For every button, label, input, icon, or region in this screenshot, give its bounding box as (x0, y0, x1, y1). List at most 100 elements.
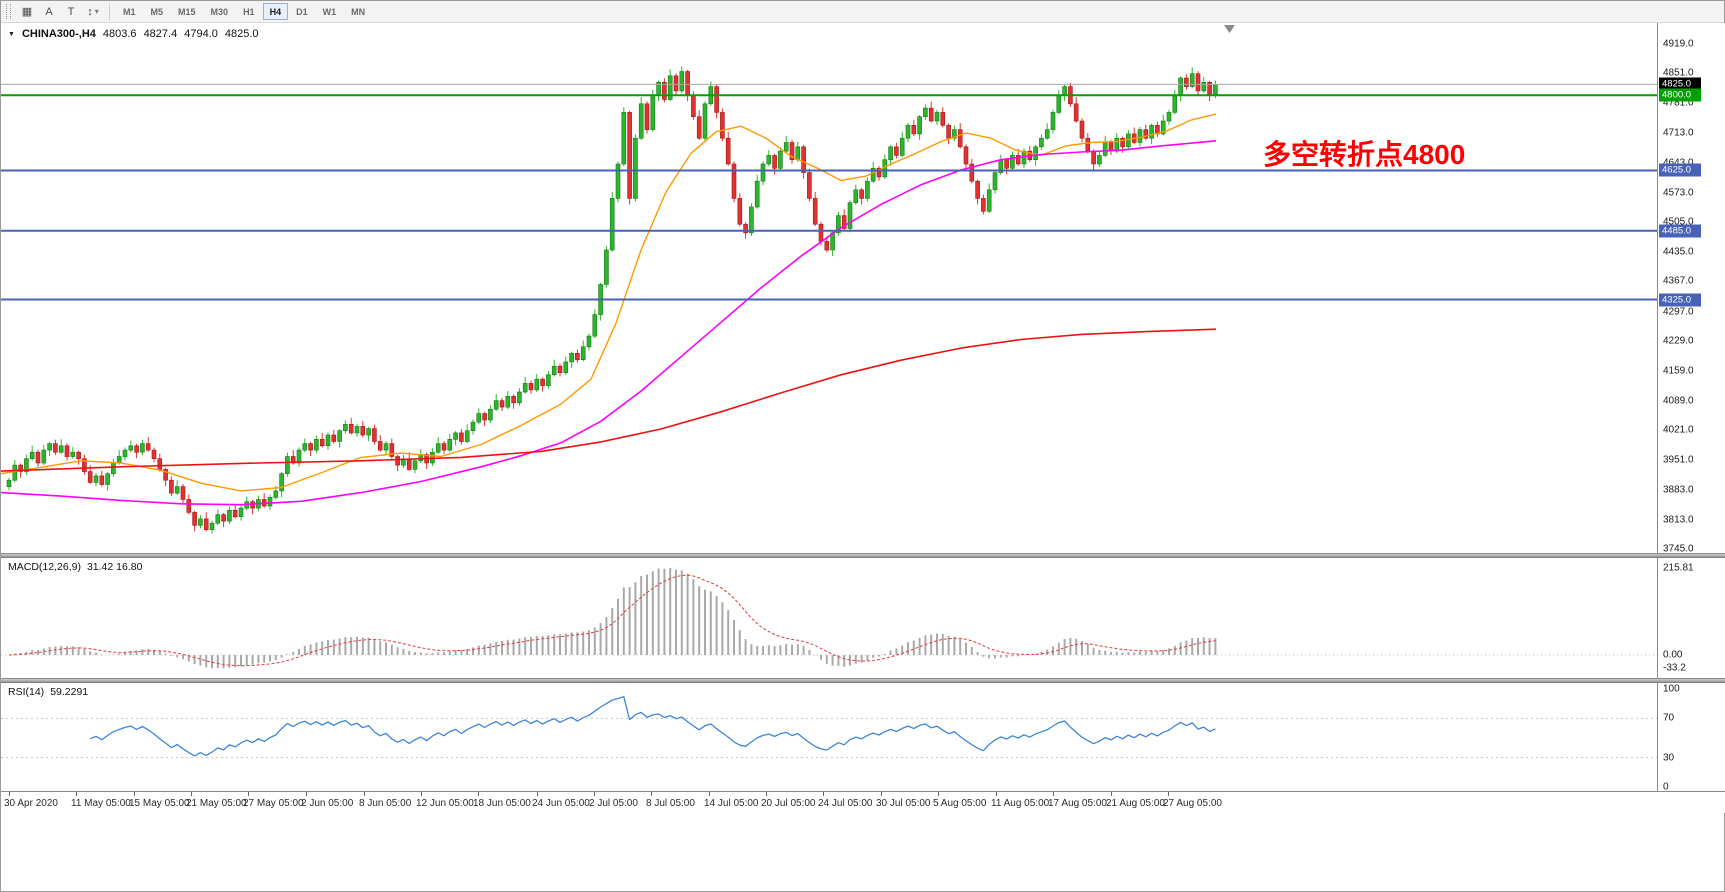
rsi-canvas[interactable] (1, 683, 1658, 791)
rsi-axis[interactable]: 100 70 30 0 (1658, 683, 1725, 791)
pivot-line-4800-price-tag: 4800.0 (1659, 88, 1701, 102)
panel-splitter-macd[interactable] (1, 553, 1725, 558)
price-axis-label: 4021.0 (1663, 424, 1694, 436)
time-axis-label: 30 Jul 05:00 (876, 798, 931, 809)
time-axis-label: 21 Aug 05:00 (1106, 798, 1165, 809)
time-axis-tick (651, 792, 652, 796)
time-axis-label: 17 Aug 05:00 (1048, 798, 1107, 809)
price-axis-label: 4643.0 (1663, 157, 1694, 169)
ohlc-high: 4827.4 (143, 28, 178, 40)
time-axis-tick (709, 792, 710, 796)
time-axis-tick (1168, 792, 1169, 796)
price-axis-label: 3813.0 (1663, 514, 1694, 526)
rsi-value: 59.2291 (50, 686, 89, 698)
price-axis-label: 4435.0 (1663, 246, 1694, 258)
price-axis-label: 4919.0 (1663, 38, 1694, 50)
macd-axis-label: -33.2 (1663, 662, 1686, 674)
time-axis-tick (938, 792, 939, 796)
time-axis-label: 24 Jul 05:00 (818, 798, 873, 809)
price-axis-label: 4297.0 (1663, 306, 1694, 318)
rsi-axis-label: 0 (1663, 781, 1669, 792)
annotate-t-icon: T (67, 5, 75, 18)
rsi-label-line: RSI(14) 59.2291 (8, 686, 88, 698)
macd-plot[interactable]: MACD(12,26,9) 31.42 16.80 (1, 558, 1658, 678)
time-axis-tick (248, 792, 249, 796)
time-axis-tick (1053, 792, 1054, 796)
time-axis[interactable]: 30 Apr 2020 11 May 05:00 15 May 05:00 21 Ma… (1, 791, 1725, 813)
macd-values: 31.42 16.80 (86, 561, 143, 573)
time-axis-tick (191, 792, 192, 796)
time-axis-tick (996, 792, 997, 796)
macd-axis-label: 215.81 (1663, 562, 1694, 574)
time-axis-label: 24 Jun 05:00 (532, 798, 590, 809)
time-axis-label: 5 Aug 05:00 (933, 798, 987, 809)
time-axis-tick (478, 792, 479, 796)
macd-label: MACD(12,26,9) (8, 561, 81, 573)
price-axis-label: 4367.0 (1663, 275, 1694, 287)
price-axis-label: 4781.0 (1663, 97, 1694, 109)
timeframe-h1-button[interactable]: H1 (236, 3, 262, 20)
timeframe-m1-button[interactable]: M1 (116, 3, 143, 20)
macd-canvas[interactable] (1, 558, 1658, 678)
price-axis-label: 4851.0 (1663, 67, 1694, 79)
timeframe-d1-button[interactable]: D1 (289, 3, 315, 20)
time-axis-tick (1111, 792, 1112, 796)
price-axis[interactable]: 4919.0 4851.0 4781.0 4713.0 4643.0 4573.0 4505… (1658, 23, 1725, 553)
time-axis-label: 18 Jun 05:00 (473, 798, 531, 809)
toolbar-drag-handle[interactable] (6, 4, 11, 19)
price-axis-label: 3745.0 (1663, 543, 1694, 554)
rsi-axis-label: 70 (1663, 712, 1675, 724)
macd-panel: MACD(12,26,9) 31.42 16.80 215.81 0.00 -33.… (1, 558, 1725, 678)
time-axis-label: 30 Apr 2020 (4, 798, 58, 809)
time-axis-tick (537, 792, 538, 796)
price-axis-label: 4159.0 (1663, 365, 1694, 377)
annotate-a-icon: A (45, 5, 53, 18)
timeframe-m5-button[interactable]: M5 (144, 3, 171, 20)
timeframe-h4-button[interactable]: H4 (262, 3, 289, 20)
chart-grid-icon[interactable]: ▦ (17, 3, 37, 21)
price-chart-panel: ▼ CHINA300-,H4 4803.6 4827.4 4794.0 4825… (1, 23, 1725, 553)
time-axis-label: 27 May 05:00 (243, 798, 304, 809)
annotate-a-icon[interactable]: A (39, 3, 59, 21)
time-axis-label: 11 May 05:00 (71, 798, 131, 809)
timeframe-m30-button[interactable]: M30 (204, 3, 236, 20)
symbol-caret-icon[interactable]: ▼ (8, 30, 15, 38)
time-axis-tick (881, 792, 882, 796)
time-axis-tick (76, 792, 77, 796)
timeframe-m15-button[interactable]: M15 (171, 3, 203, 20)
rsi-plot[interactable]: RSI(14) 59.2291 (1, 683, 1658, 791)
timeframe-w1-button[interactable]: W1 (316, 3, 344, 20)
price-axis-label: 4229.0 (1663, 335, 1694, 347)
time-axis-label: 11 Aug 05:00 (991, 798, 1050, 809)
timeframe-mn-button[interactable]: MN (344, 3, 372, 20)
ohlc-low: 4794.0 (184, 28, 218, 40)
time-axis-label: 12 Jun 05:00 (416, 798, 474, 809)
price-plot[interactable]: ▼ CHINA300-,H4 4803.6 4827.4 4794.0 4825… (1, 23, 1658, 553)
macd-axis[interactable]: 215.81 0.00 -33.2 (1658, 558, 1725, 678)
price-annotation: 多空转折点4800 (1263, 139, 1466, 170)
toolbar-icon-group: ▦ A T ↕ ▾ (17, 3, 103, 21)
time-axis-label: 27 Aug 05:00 (1163, 798, 1222, 809)
price-axis-label: 4713.0 (1663, 127, 1694, 139)
rsi-axis-label: 100 (1663, 683, 1680, 695)
price-axis-label: 3883.0 (1663, 484, 1694, 496)
time-axis-label: 8 Jun 05:00 (359, 798, 412, 809)
price-axis-label: 4505.0 (1663, 216, 1694, 228)
ohlc-close: 4825.0 (224, 28, 259, 40)
rsi-panel: RSI(14) 59.2291 100 70 30 0 (1, 683, 1725, 791)
time-axis-tick (594, 792, 595, 796)
rsi-axis-label: 30 (1663, 752, 1675, 764)
annotate-t-icon[interactable]: T (61, 3, 81, 21)
draw-tools-icon: ↕ (87, 5, 93, 18)
main-toolbar: ▦ A T ↕ ▾ M1 M5 M15 M30 H1 H4 D1 W1 MN (1, 1, 1724, 23)
time-axis-tick (823, 792, 824, 796)
draw-tools-icon[interactable]: ↕ ▾ (83, 3, 103, 21)
price-chart-canvas[interactable] (1, 23, 1658, 553)
chart-grid-icon: ▦ (21, 6, 33, 18)
support-line-4625-price-tag: 4625.0 (1659, 163, 1701, 177)
panel-splitter-rsi[interactable] (1, 678, 1725, 683)
ohlc-open: 4803.6 (102, 28, 137, 40)
time-axis-tick (306, 792, 307, 796)
time-axis-label: 14 Jul 05:00 (704, 798, 759, 809)
